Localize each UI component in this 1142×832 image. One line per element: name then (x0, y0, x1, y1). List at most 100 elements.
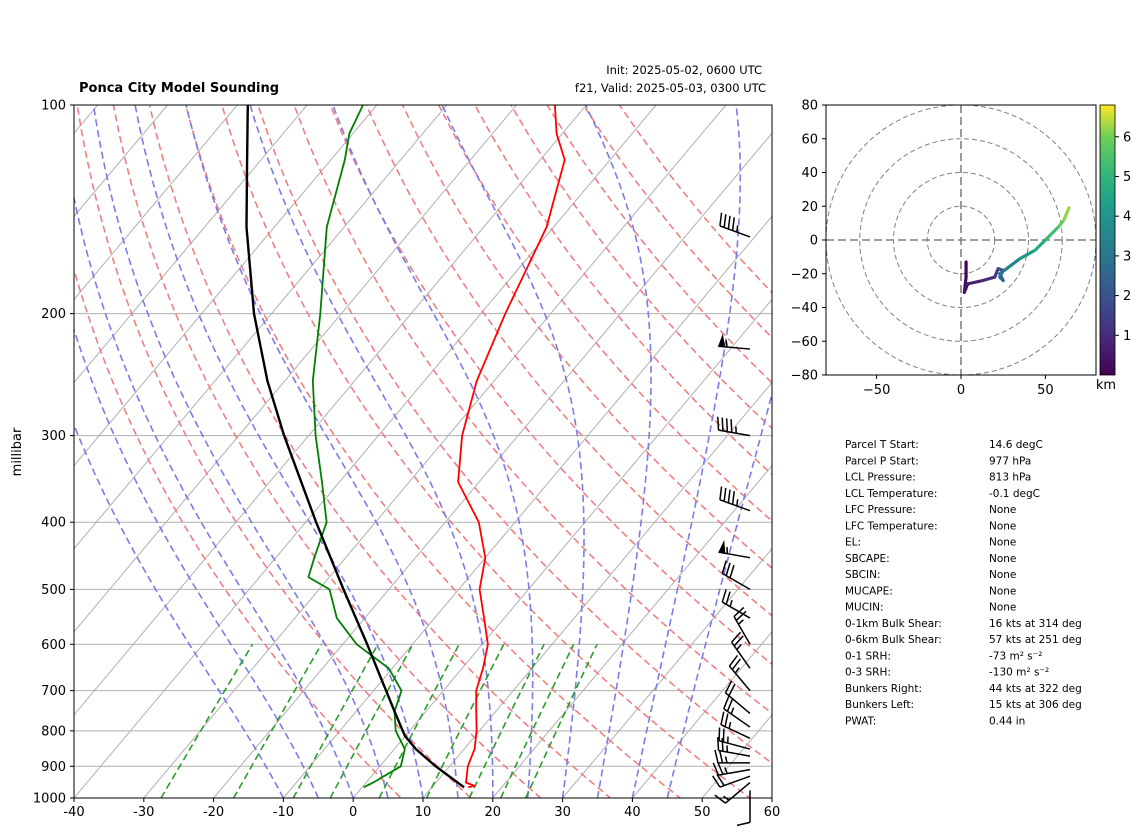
dry-adiabat (510, 105, 772, 430)
isotherm-line (74, 105, 238, 301)
barb-full (718, 749, 724, 764)
mixing-ratio-line (500, 643, 575, 798)
isotherm-line (422, 381, 772, 798)
mixing-ratio-line (232, 643, 323, 798)
barb-full (731, 217, 735, 231)
barb-staff (725, 692, 751, 714)
colorbar-label: km (1096, 378, 1116, 393)
moist-adiabat (134, 105, 424, 798)
param-label: LFC Temperature: (845, 520, 938, 532)
param-label: SBCIN: (845, 569, 881, 581)
wind-barb (718, 727, 751, 750)
hodograph-y-tick-label: 40 (801, 166, 818, 181)
param-label: Parcel T Start: (845, 439, 919, 451)
valid-time: f21, Valid: 2025-05-03, 0300 UTC (575, 81, 766, 95)
barb-full (714, 749, 719, 764)
barb-half (729, 599, 733, 607)
wind-barb (721, 589, 751, 619)
y-tick-label: 300 (41, 429, 66, 444)
barb-full (725, 591, 731, 605)
barb-full (728, 683, 736, 697)
isotherm-line (74, 105, 517, 633)
param-value: None (989, 520, 1016, 532)
barb-staff (718, 429, 751, 437)
param-value: 15 kts at 306 deg (989, 699, 1082, 711)
colorbar-tick-label: 3 (1123, 249, 1131, 264)
isotherm-line (74, 105, 308, 384)
param-label: SBCAPE: (845, 553, 890, 565)
barb-full (717, 737, 720, 751)
isotherm-line (562, 547, 772, 798)
hodograph-y-tick-label: 60 (801, 132, 818, 147)
barb-full (720, 711, 725, 725)
param-label: LCL Temperature: (845, 488, 937, 500)
wind-barb (723, 696, 751, 728)
moist-adiabat (74, 327, 320, 798)
barb-full (723, 214, 727, 228)
hodograph-y-tick-label: 0 (810, 234, 818, 249)
barb-full (735, 610, 747, 621)
param-label: Bunkers Right: (845, 683, 922, 695)
temperature-profile (457, 105, 566, 789)
mixing-ratio-line (425, 643, 505, 798)
moist-adiabat (185, 105, 459, 798)
param-label: 0-3 SRH: (845, 667, 891, 679)
x-tick-label: 0 (349, 805, 357, 820)
wind-barb (724, 680, 751, 714)
barb-full (721, 417, 724, 431)
isotherm-line (74, 105, 587, 716)
moist-adiabat (74, 194, 354, 798)
dry-adiabat (76, 105, 472, 798)
barb-staff (731, 641, 751, 669)
y-tick-label: 900 (41, 760, 66, 775)
barb-full (712, 762, 720, 776)
barb-staff (719, 775, 751, 788)
wind-barb (728, 655, 751, 692)
barb-full (731, 631, 742, 643)
hodograph-segment (1033, 236, 1049, 252)
barb-staff (733, 616, 751, 645)
param-value: -73 m² s⁻² (989, 650, 1042, 662)
dry-adiabat (293, 105, 772, 715)
y-tick-label: 500 (41, 583, 66, 598)
y-tick-label: 600 (41, 638, 66, 653)
param-value: -130 m² s⁻² (989, 667, 1049, 679)
param-label: MUCIN: (845, 602, 884, 614)
barb-full (724, 713, 729, 727)
barb-staff (721, 601, 751, 619)
param-value: 57 kts at 251 deg (989, 634, 1082, 646)
skew-t-background-lines (74, 105, 772, 798)
barb-full (719, 212, 723, 227)
hodograph-plot: −50 0 50 −80 −60 −40 −20 0 20 40 60 80 1 2 3 4 5 6 km (791, 99, 1132, 399)
x-tick-label: 10 (415, 805, 432, 820)
dry-adiabat (74, 266, 403, 798)
skew-t-axes: -40 -30 -20 -10 0 10 20 30 40 50 60 100 200 300 400 500… (33, 99, 780, 821)
hodograph-segment (981, 275, 997, 283)
barb-full (723, 487, 727, 502)
barb-full (724, 680, 733, 694)
colorbar-tick-label: 6 (1123, 130, 1131, 145)
wind-barb (721, 560, 751, 591)
barb-staff (719, 225, 751, 238)
param-value: 14.6 degC (989, 439, 1043, 451)
dry-adiabat (401, 105, 772, 570)
param-label: Bunkers Left: (845, 699, 914, 711)
barb-full (731, 491, 735, 505)
colorbar-tick-label: 1 (1123, 329, 1131, 344)
barb-half (730, 707, 735, 715)
wind-barb (719, 486, 751, 512)
hodograph-x-tick-label: 0 (957, 383, 965, 398)
barb-full (728, 655, 739, 667)
barb-staff (718, 749, 751, 757)
hodograph-segment (1004, 256, 1022, 271)
barb-full (721, 589, 727, 603)
hodograph-rings (826, 105, 1096, 375)
moist-adiabat (332, 105, 534, 798)
hodograph-y-tick-label: 80 (801, 99, 818, 114)
y-tick-label: 100 (41, 99, 66, 114)
param-label: MUCAPE: (845, 585, 893, 597)
wind-barb (731, 631, 751, 669)
hodograph-trace (962, 206, 1071, 294)
param-value: 813 hPa (989, 472, 1031, 484)
